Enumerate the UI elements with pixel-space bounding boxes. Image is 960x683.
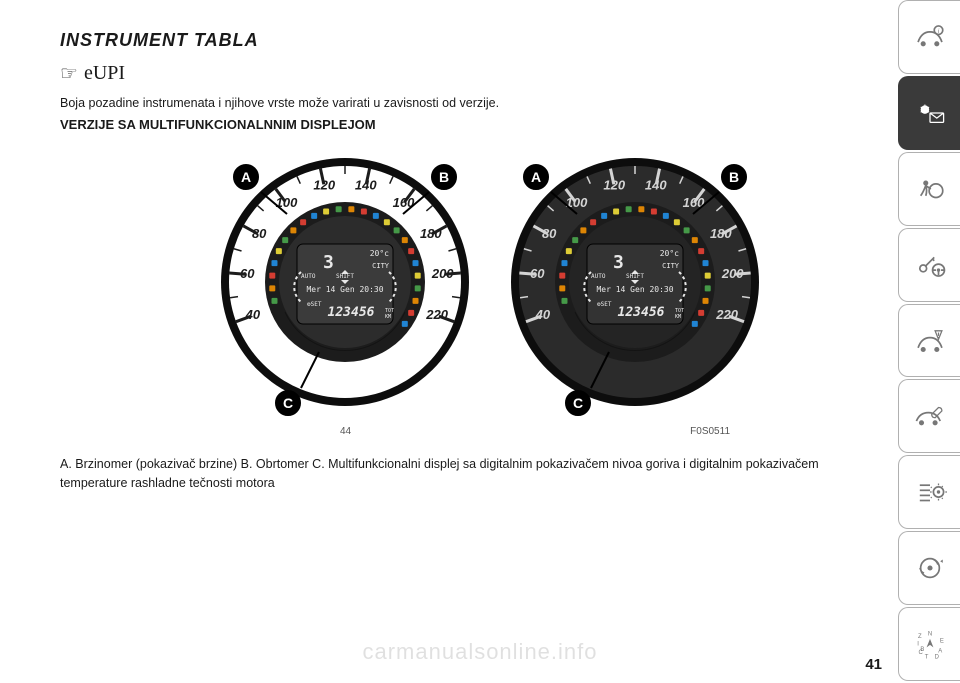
note-row: ☞ eUPI <box>60 61 920 86</box>
gauge-light: 40608010012014016018020022020°c3CITYAUTO… <box>215 152 475 412</box>
sidebar-media[interactable] <box>898 531 960 605</box>
sidebar-service[interactable] <box>898 379 960 453</box>
svg-text:AUTO: AUTO <box>301 273 316 280</box>
svg-text:KM: KM <box>675 314 681 320</box>
svg-text:Mer 14 Gen 20:30: Mer 14 Gen 20:30 <box>306 285 383 294</box>
svg-text:3: 3 <box>613 252 624 273</box>
svg-text:I: I <box>917 642 919 648</box>
svg-text:120: 120 <box>603 177 625 192</box>
svg-text:60: 60 <box>240 266 255 281</box>
svg-text:123456: 123456 <box>618 305 665 320</box>
svg-text:SHIFT: SHIFT <box>626 273 644 280</box>
pointing-hand-icon: ☞ <box>60 61 78 86</box>
sidebar-settings-list[interactable] <box>898 455 960 529</box>
svg-text:140: 140 <box>355 177 377 192</box>
svg-text:A: A <box>938 649 942 655</box>
svg-text:AUTO: AUTO <box>591 273 606 280</box>
svg-text:Z: Z <box>917 634 921 640</box>
sidebar-warning-lights[interactable] <box>898 76 960 150</box>
callout-b: B <box>431 164 457 190</box>
section-subhead: VERZIJE SA MULTIFUNKCIONALNNIM DISPLEJOM <box>60 117 920 132</box>
sidebar-airbag[interactable] <box>898 152 960 226</box>
svg-text:220: 220 <box>425 307 448 322</box>
figure-caption-row: 44 F0S0511 <box>60 426 920 437</box>
figure-code: F0S0511 <box>690 426 730 437</box>
brand-script: eUPI <box>84 62 125 85</box>
svg-text:CITY: CITY <box>662 262 680 270</box>
svg-text:SHIFT: SHIFT <box>336 273 354 280</box>
intro-text: Boja pozadine instrumenata i njihove vrs… <box>60 94 920 113</box>
sidebar-hazard[interactable] <box>898 304 960 378</box>
svg-text:120: 120 <box>313 177 335 192</box>
svg-text:80: 80 <box>542 226 557 241</box>
svg-text:⚙SET: ⚙SET <box>307 301 322 308</box>
gauge-figure: 40608010012014016018020022020°c3CITYAUTO… <box>60 152 920 412</box>
svg-text:80: 80 <box>252 226 267 241</box>
page-number: 41 <box>865 656 882 673</box>
svg-text:40: 40 <box>535 307 551 322</box>
svg-text:D: D <box>934 655 938 661</box>
svg-text:CITY: CITY <box>372 262 390 270</box>
svg-text:E: E <box>939 638 943 644</box>
svg-text:⚙SET: ⚙SET <box>597 301 612 308</box>
section-sidebar: i NEADTCIZB <box>898 0 960 683</box>
svg-text:123456: 123456 <box>328 305 375 320</box>
callout-a: A <box>233 164 259 190</box>
svg-text:140: 140 <box>645 177 667 192</box>
sidebar-compass[interactable]: NEADTCIZB <box>898 607 960 681</box>
page-heading: INSTRUMENT TABLA <box>60 30 920 51</box>
svg-text:3: 3 <box>323 252 334 273</box>
svg-text:40: 40 <box>245 307 261 322</box>
sidebar-key-steering[interactable] <box>898 228 960 302</box>
svg-text:200: 200 <box>431 266 454 281</box>
sidebar-car-info[interactable]: i <box>898 0 960 74</box>
callout-c: C <box>565 390 591 416</box>
svg-text:60: 60 <box>530 266 545 281</box>
callout-b: B <box>721 164 747 190</box>
svg-text:20°c: 20°c <box>660 249 679 258</box>
svg-text:Mer 14 Gen 20:30: Mer 14 Gen 20:30 <box>596 285 673 294</box>
svg-text:180: 180 <box>420 226 442 241</box>
svg-text:180: 180 <box>710 226 732 241</box>
svg-text:220: 220 <box>715 307 738 322</box>
svg-text:B: B <box>920 647 924 653</box>
figure-caption: A. Brzinomer (pokazivač brzine) B. Obrto… <box>60 455 820 493</box>
callout-a: A <box>523 164 549 190</box>
svg-text:20°c: 20°c <box>370 249 389 258</box>
svg-text:T: T <box>924 655 928 661</box>
callout-c: C <box>275 390 301 416</box>
svg-text:N: N <box>927 632 931 638</box>
svg-text:200: 200 <box>721 266 744 281</box>
figure-number: 44 <box>340 426 351 437</box>
gauge-dark: 40608010012014016018020022020°c3CITYAUTO… <box>505 152 765 412</box>
svg-text:KM: KM <box>385 314 391 320</box>
